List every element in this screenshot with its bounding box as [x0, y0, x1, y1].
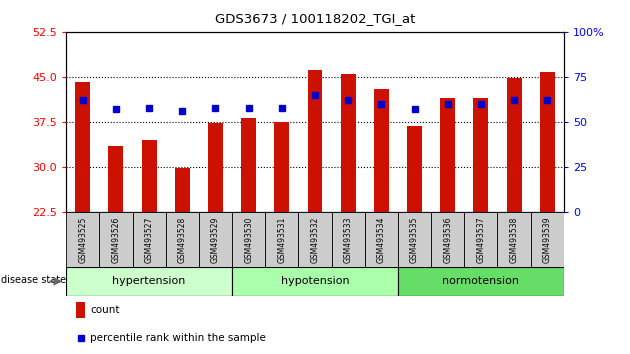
Text: count: count	[90, 305, 120, 315]
Text: GSM493537: GSM493537	[476, 217, 485, 263]
Text: GSM493526: GSM493526	[112, 217, 120, 263]
Bar	[331, 212, 365, 267]
Text: GSM493535: GSM493535	[410, 217, 419, 263]
Bar	[464, 212, 498, 267]
Bar	[473, 98, 488, 212]
Bar	[398, 212, 431, 267]
Bar	[265, 212, 299, 267]
Text: normotension: normotension	[442, 276, 519, 286]
Bar	[175, 169, 190, 212]
Bar	[365, 212, 398, 267]
Bar	[431, 212, 464, 267]
Text: GSM493539: GSM493539	[543, 217, 552, 263]
Bar	[232, 212, 265, 267]
Bar	[66, 267, 232, 296]
Text: GSM493536: GSM493536	[444, 217, 452, 263]
Text: GSM493528: GSM493528	[178, 217, 186, 263]
Bar	[341, 74, 356, 212]
Text: GSM493532: GSM493532	[311, 217, 319, 263]
Bar	[299, 212, 331, 267]
Bar	[75, 82, 90, 212]
Text: hypertension: hypertension	[112, 276, 186, 286]
Bar	[507, 78, 522, 212]
Text: percentile rank within the sample: percentile rank within the sample	[90, 333, 266, 343]
Text: hypotension: hypotension	[281, 276, 349, 286]
Bar	[76, 302, 85, 318]
Text: GSM493529: GSM493529	[211, 217, 220, 263]
Bar	[199, 212, 232, 267]
Bar	[108, 146, 123, 212]
Bar	[142, 140, 157, 212]
Text: GSM493534: GSM493534	[377, 217, 386, 263]
Text: GSM493530: GSM493530	[244, 217, 253, 263]
Text: GSM493531: GSM493531	[277, 217, 286, 263]
Text: disease state: disease state	[1, 275, 66, 285]
Text: GSM493538: GSM493538	[510, 217, 518, 263]
Bar	[307, 70, 323, 212]
Bar	[407, 126, 422, 212]
Text: GSM493533: GSM493533	[344, 217, 353, 263]
Bar	[398, 267, 564, 296]
Bar	[66, 212, 100, 267]
Text: GSM493527: GSM493527	[145, 217, 154, 263]
Bar	[232, 267, 398, 296]
Text: GDS3673 / 100118202_TGI_at: GDS3673 / 100118202_TGI_at	[215, 12, 415, 25]
Bar	[241, 118, 256, 212]
Bar	[274, 121, 289, 212]
Bar	[132, 212, 166, 267]
Bar	[208, 123, 223, 212]
Text: GSM493525: GSM493525	[78, 217, 87, 263]
Bar	[100, 212, 132, 267]
Bar	[498, 212, 530, 267]
Bar	[166, 212, 199, 267]
Bar	[530, 212, 564, 267]
Bar	[374, 89, 389, 212]
Bar	[540, 72, 555, 212]
Bar	[440, 98, 455, 212]
